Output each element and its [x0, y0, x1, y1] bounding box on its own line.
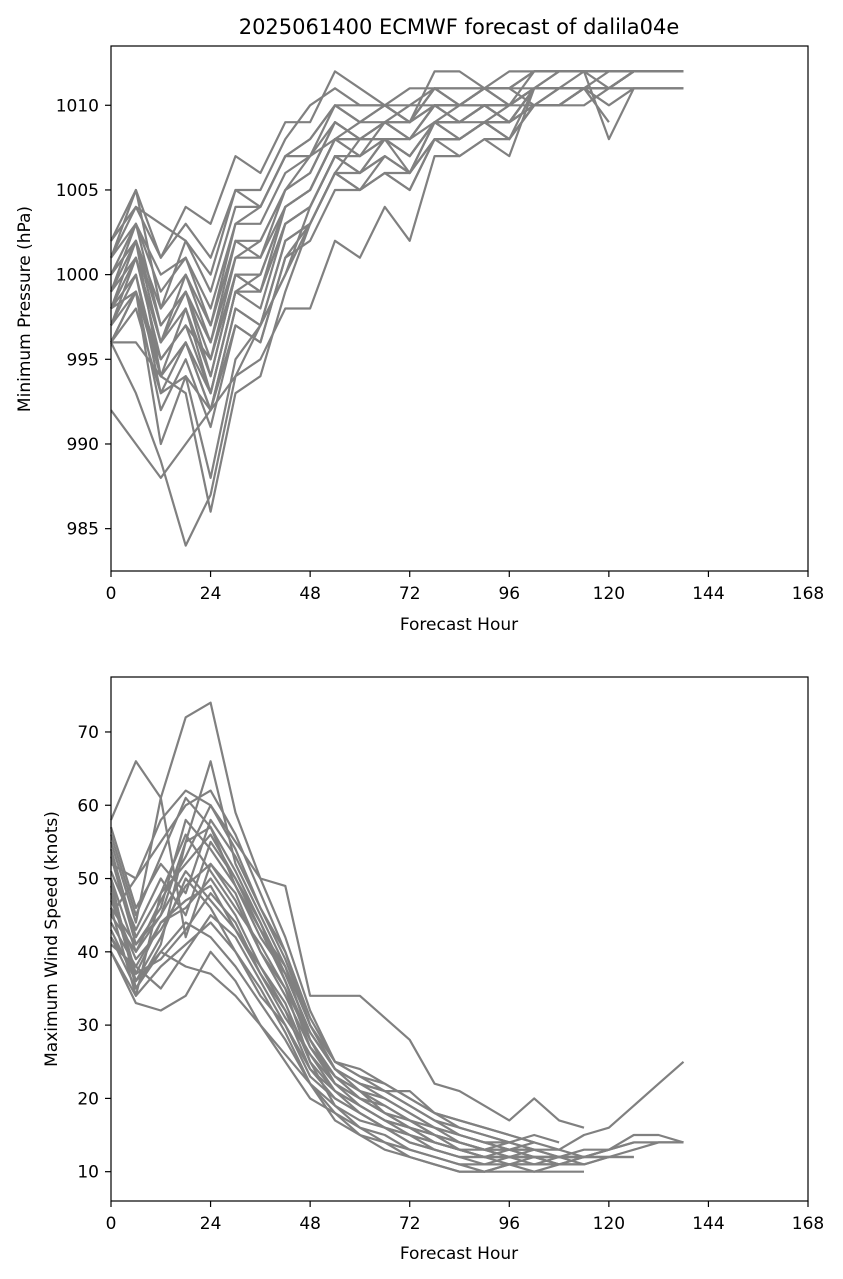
pressure-member-line-22	[109, 87, 560, 378]
wind-member-line-21	[110, 884, 584, 1166]
pressure-x-tick-label: 48	[299, 584, 321, 604]
pressure-member-line-23	[109, 70, 634, 310]
wind-y-tick-label: 10	[77, 1163, 99, 1183]
wind-x-tick-label: 48	[299, 1214, 321, 1234]
wind-x-tick-label: 144	[692, 1214, 724, 1234]
wind-x-tick-label: 24	[200, 1214, 222, 1234]
pressure-y-tick-label: 995	[67, 350, 99, 370]
wind-member-line-14	[109, 818, 510, 1144]
pressure-x-tick-label: 120	[593, 584, 625, 604]
pressure-y-tick-label: 990	[67, 435, 99, 455]
wind-x-tick-label: 120	[593, 1214, 625, 1234]
pressure-y-axis-label: Minimum Pressure (hPa)	[15, 206, 35, 412]
wind-member-line-2	[110, 950, 685, 1166]
wind-member-line-23	[110, 870, 585, 1166]
wind-y-tick-label: 50	[77, 870, 99, 890]
pressure-x-tick-label: 0	[106, 584, 117, 604]
chart-title: 2025061400 ECMWF forecast of dalila04e	[239, 15, 680, 39]
wind-plot-frame	[110, 676, 809, 1202]
wind-member-line-15	[110, 921, 610, 1173]
wind-y-tick-label: 20	[77, 1089, 99, 1109]
pressure-series-layer	[109, 70, 684, 547]
wind-x-tick-label: 0	[106, 1214, 117, 1234]
pressure-plot-frame	[110, 45, 809, 572]
pressure-x-tick-label: 168	[792, 584, 824, 604]
pressure-member-line-2	[110, 70, 684, 547]
wind-x-axis-label: Forecast Hour	[400, 1244, 518, 1264]
wind-x-tick-label: 96	[498, 1214, 520, 1234]
pressure-y-tick-label: 1000	[56, 266, 99, 286]
pressure-x-tick-label: 24	[200, 584, 222, 604]
wind-y-tick-label: 70	[77, 723, 99, 743]
wind-y-tick-label: 60	[77, 796, 99, 816]
wind-x-tick-label: 72	[399, 1214, 421, 1234]
wind-ticks-layer: 0 24 48 72 96 120 144 168 10 20 30 40 50 60 70	[77, 723, 824, 1234]
wind-member-line-22	[109, 826, 535, 1144]
pressure-x-tick-label: 72	[399, 584, 421, 604]
wind-y-tick-label: 30	[77, 1016, 99, 1036]
pressure-member-line-24	[110, 87, 610, 412]
wind-series-layer	[109, 701, 685, 1173]
wind-member-line-24	[109, 796, 535, 1151]
pressure-x-tick-label: 144	[692, 584, 724, 604]
wind-x-tick-label: 168	[792, 1214, 824, 1234]
pressure-y-tick-label: 985	[67, 520, 99, 540]
wind-member-line-20	[109, 833, 634, 1159]
pressure-y-tick-label: 1010	[56, 96, 99, 116]
pressure-y-tick-label: 1005	[56, 181, 99, 201]
pressure-ticks-layer: 0 24 48 72 96 120 144 168 985 990 995 1000 1005 1010	[56, 96, 824, 604]
pressure-member-line-20	[110, 70, 584, 344]
wind-y-axis-label: Maximum Wind Speed (knots)	[42, 811, 62, 1067]
pressure-chart: 2025061400 ECMWF forecast of dalila04e 0…	[15, 15, 824, 635]
wind-y-tick-label: 40	[77, 943, 99, 963]
pressure-x-axis-label: Forecast Hour	[400, 615, 518, 635]
pressure-x-tick-label: 96	[498, 584, 520, 604]
wind-member-line-1	[109, 701, 585, 1129]
wind-chart: 0 24 48 72 96 120 144 168 10 20 30 40 50 60 70 Forecas…	[42, 676, 824, 1264]
